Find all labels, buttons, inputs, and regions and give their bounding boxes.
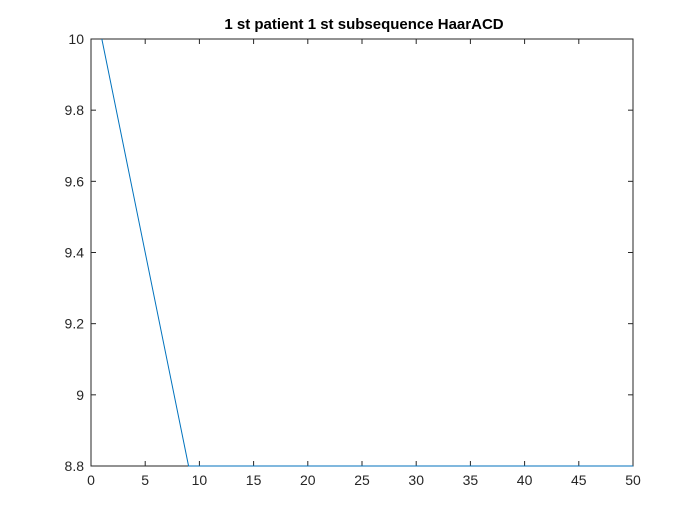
x-tick-label: 25 (354, 472, 370, 488)
y-tick-label: 9 (76, 387, 84, 403)
chart-title: 1 st patient 1 st subsequence HaarACD (224, 16, 503, 33)
x-tick-label: 20 (300, 472, 316, 488)
x-tick-label: 30 (408, 472, 424, 488)
y-tick-label: 10 (68, 31, 84, 47)
y-tick-label: 9.2 (65, 316, 85, 332)
x-tick-label: 50 (625, 472, 641, 488)
plot-area (90, 38, 634, 467)
series-group (101, 38, 633, 467)
y-axis: 8.8 9 9.2 9.4 9.6 9.8 10 (65, 31, 633, 474)
series-line (101, 38, 633, 467)
x-axis: 0 5 10 15 20 25 30 35 40 45 50 (87, 39, 641, 488)
x-tick-label: 10 (192, 472, 208, 488)
x-tick-label: 5 (141, 472, 149, 488)
x-tick-label: 45 (571, 472, 587, 488)
y-tick-label: 9.8 (65, 102, 85, 118)
x-tick-label: 35 (463, 472, 479, 488)
x-tick-label: 0 (87, 472, 95, 488)
x-tick-label: 40 (517, 472, 533, 488)
x-tick-label: 15 (246, 472, 262, 488)
y-tick-label: 9.6 (65, 173, 85, 189)
y-tick-label: 8.8 (65, 458, 85, 474)
y-tick-label: 9.4 (65, 245, 85, 261)
